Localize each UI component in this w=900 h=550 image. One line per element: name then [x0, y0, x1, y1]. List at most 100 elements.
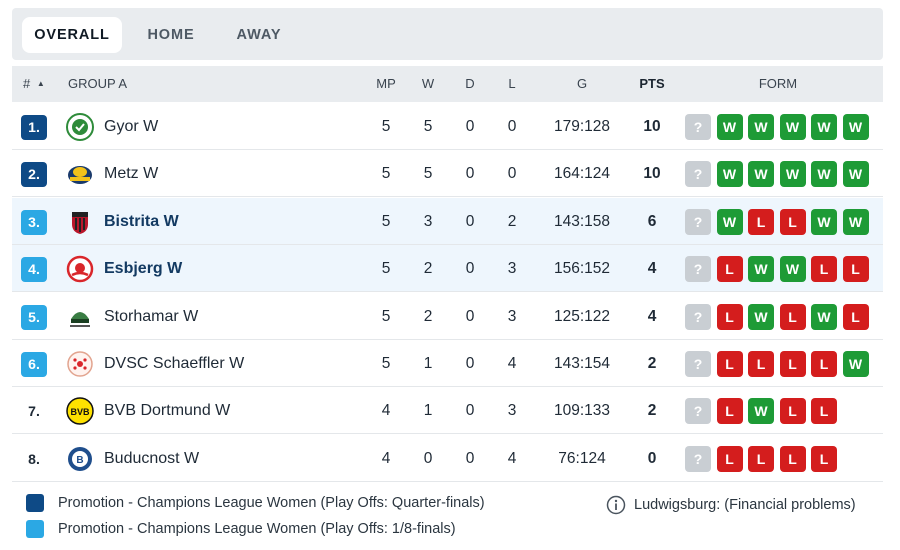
rank-badge: 6.: [21, 352, 47, 377]
d-cell: 0: [465, 402, 475, 420]
form-badge-loss[interactable]: L: [716, 303, 743, 330]
form-badge-next[interactable]: ?: [685, 256, 711, 283]
legend-label: Promotion - Champions League Women (Play…: [58, 495, 485, 511]
form-badge-loss[interactable]: L: [811, 256, 837, 283]
l-cell: 4: [507, 449, 517, 467]
team-name-link[interactable]: Storhamar W: [104, 307, 199, 325]
pts-cell: 10: [643, 165, 661, 183]
rank-badge: 7.: [28, 403, 40, 420]
form-badge-win[interactable]: W: [716, 208, 743, 235]
form-badge-loss[interactable]: L: [811, 351, 837, 377]
w-cell: 0: [423, 449, 433, 467]
points-header: PTS: [639, 76, 665, 91]
mp-cell: 5: [381, 212, 391, 230]
pts-cell: 4: [647, 307, 657, 325]
legend-color-swatch: [26, 494, 44, 512]
table-row[interactable]: 3. Bistrita W 5 3 0 2 143:158 6? W L L W W: [12, 197, 883, 245]
tab-overall[interactable]: OVERALL: [22, 17, 122, 53]
form-badge-loss[interactable]: L: [779, 398, 806, 425]
team-name-link[interactable]: Esbjerg W: [104, 260, 183, 278]
form-badge-win[interactable]: W: [842, 161, 869, 188]
team-name-link[interactable]: Bistrita W: [104, 212, 179, 230]
rank-header-label: #: [23, 76, 31, 91]
form-badge-loss[interactable]: L: [779, 208, 806, 235]
rank-sort-header[interactable]: # ▲: [23, 66, 45, 102]
draws-header: D: [465, 76, 475, 91]
form-badge-loss[interactable]: L: [716, 445, 743, 472]
mp-header: MP: [376, 76, 396, 91]
w-cell: 5: [423, 118, 433, 135]
form-badge-loss[interactable]: L: [779, 445, 806, 472]
form-badge-win[interactable]: W: [748, 398, 774, 425]
form-badge-win[interactable]: W: [779, 256, 806, 283]
form-badge-win[interactable]: W: [811, 208, 837, 235]
form-badge-loss[interactable]: L: [748, 351, 774, 377]
form-badge-loss[interactable]: L: [811, 445, 837, 472]
form-badge-win[interactable]: W: [748, 303, 774, 330]
form-badge-win[interactable]: W: [716, 161, 743, 188]
table-row[interactable]: 7. BVB BVB Dortmund W 4 1 0 3 109:133 2? L W L L: [12, 387, 883, 435]
form-badge-loss[interactable]: L: [748, 208, 774, 235]
table-row[interactable]: 4. Esbjerg W 5 2 0 3 156:152 4? L W W L L: [12, 245, 883, 293]
form-badge-next[interactable]: ?: [685, 398, 711, 425]
mp-cell: 5: [381, 118, 391, 135]
d-cell: 0: [465, 449, 475, 467]
gyor-logo-icon: [66, 113, 94, 141]
form-badge-loss[interactable]: L: [842, 303, 869, 330]
team-name-link[interactable]: BVB Dortmund W: [104, 402, 231, 420]
g-cell: 76:124: [558, 449, 606, 467]
storhamar-logo-icon: [66, 303, 94, 331]
form-badge-win[interactable]: W: [842, 208, 869, 235]
team-name-link[interactable]: Buducnost W: [104, 449, 200, 467]
form-badge-win[interactable]: W: [811, 303, 837, 330]
rank-badge: 5.: [21, 304, 47, 330]
d-cell: 0: [465, 118, 475, 135]
table-row[interactable]: 8. B Buducnost W 4 0 0 4 76:124 0? L L L L: [12, 435, 883, 482]
form-badge-next[interactable]: ?: [685, 445, 711, 472]
table-header: # ▲ GROUP A MP W D L G PTS FORM: [12, 66, 883, 102]
form-badge-next[interactable]: ?: [685, 208, 711, 235]
w-cell: 2: [423, 260, 433, 278]
form-badge-next[interactable]: ?: [685, 303, 711, 330]
form-badge-win[interactable]: W: [842, 114, 869, 140]
table-row[interactable]: 6. DVSC Schaeffler W 5 1 0 4 143:154 2? L L L L W: [12, 340, 883, 387]
form-badge-loss[interactable]: L: [779, 303, 806, 330]
rank-badge: 4.: [21, 257, 47, 283]
l-cell: 0: [507, 165, 517, 183]
goals-header: G: [576, 76, 588, 91]
d-cell: 0: [465, 165, 475, 183]
form-badge-win[interactable]: W: [748, 114, 774, 140]
form-badge-loss[interactable]: L: [779, 351, 806, 377]
pts-cell: 6: [647, 212, 657, 230]
form-badge-win[interactable]: W: [748, 161, 774, 188]
form-badge-win[interactable]: W: [716, 114, 743, 140]
team-name-link[interactable]: DVSC Schaeffler W: [104, 355, 245, 372]
tab-away[interactable]: AWAY: [236, 27, 282, 43]
form-badge-win[interactable]: W: [811, 161, 837, 188]
form-badge-loss[interactable]: L: [716, 256, 743, 283]
tab-home[interactable]: HOME: [147, 27, 195, 43]
g-cell: 125:122: [553, 307, 611, 325]
form-badge-loss[interactable]: L: [748, 445, 774, 472]
form-badge-loss[interactable]: L: [716, 398, 743, 425]
mp-cell: 5: [381, 355, 391, 372]
form-badge-loss[interactable]: L: [842, 256, 869, 283]
table-row[interactable]: 5. Storhamar W 5 2 0 3 125:122 4? L W L W L: [12, 293, 883, 340]
form-badge-next[interactable]: ?: [685, 351, 711, 377]
svg-text:BVB: BVB: [70, 407, 90, 417]
team-name-link[interactable]: Gyor W: [104, 118, 159, 135]
form-badge-win[interactable]: W: [811, 114, 837, 140]
form-badge-loss[interactable]: L: [811, 398, 837, 425]
table-row[interactable]: 2. Metz W 5 5 0 0 164:124 10? W W W W W: [12, 150, 883, 198]
form-badge-next[interactable]: ?: [685, 161, 711, 188]
team-name-link[interactable]: Metz W: [104, 165, 159, 183]
form-badge-win[interactable]: W: [842, 351, 869, 377]
form-badge-next[interactable]: ?: [685, 114, 711, 140]
form-badge-win[interactable]: W: [779, 114, 806, 140]
form-badge-loss[interactable]: L: [716, 351, 743, 377]
w-cell: 3: [423, 212, 433, 230]
form-badge-win[interactable]: W: [779, 161, 806, 188]
form-badge-win[interactable]: W: [748, 256, 774, 283]
g-cell: 109:133: [553, 402, 611, 420]
table-row[interactable]: 1. Gyor W 5 5 0 0 179:128 10? W W W W W: [12, 103, 883, 150]
